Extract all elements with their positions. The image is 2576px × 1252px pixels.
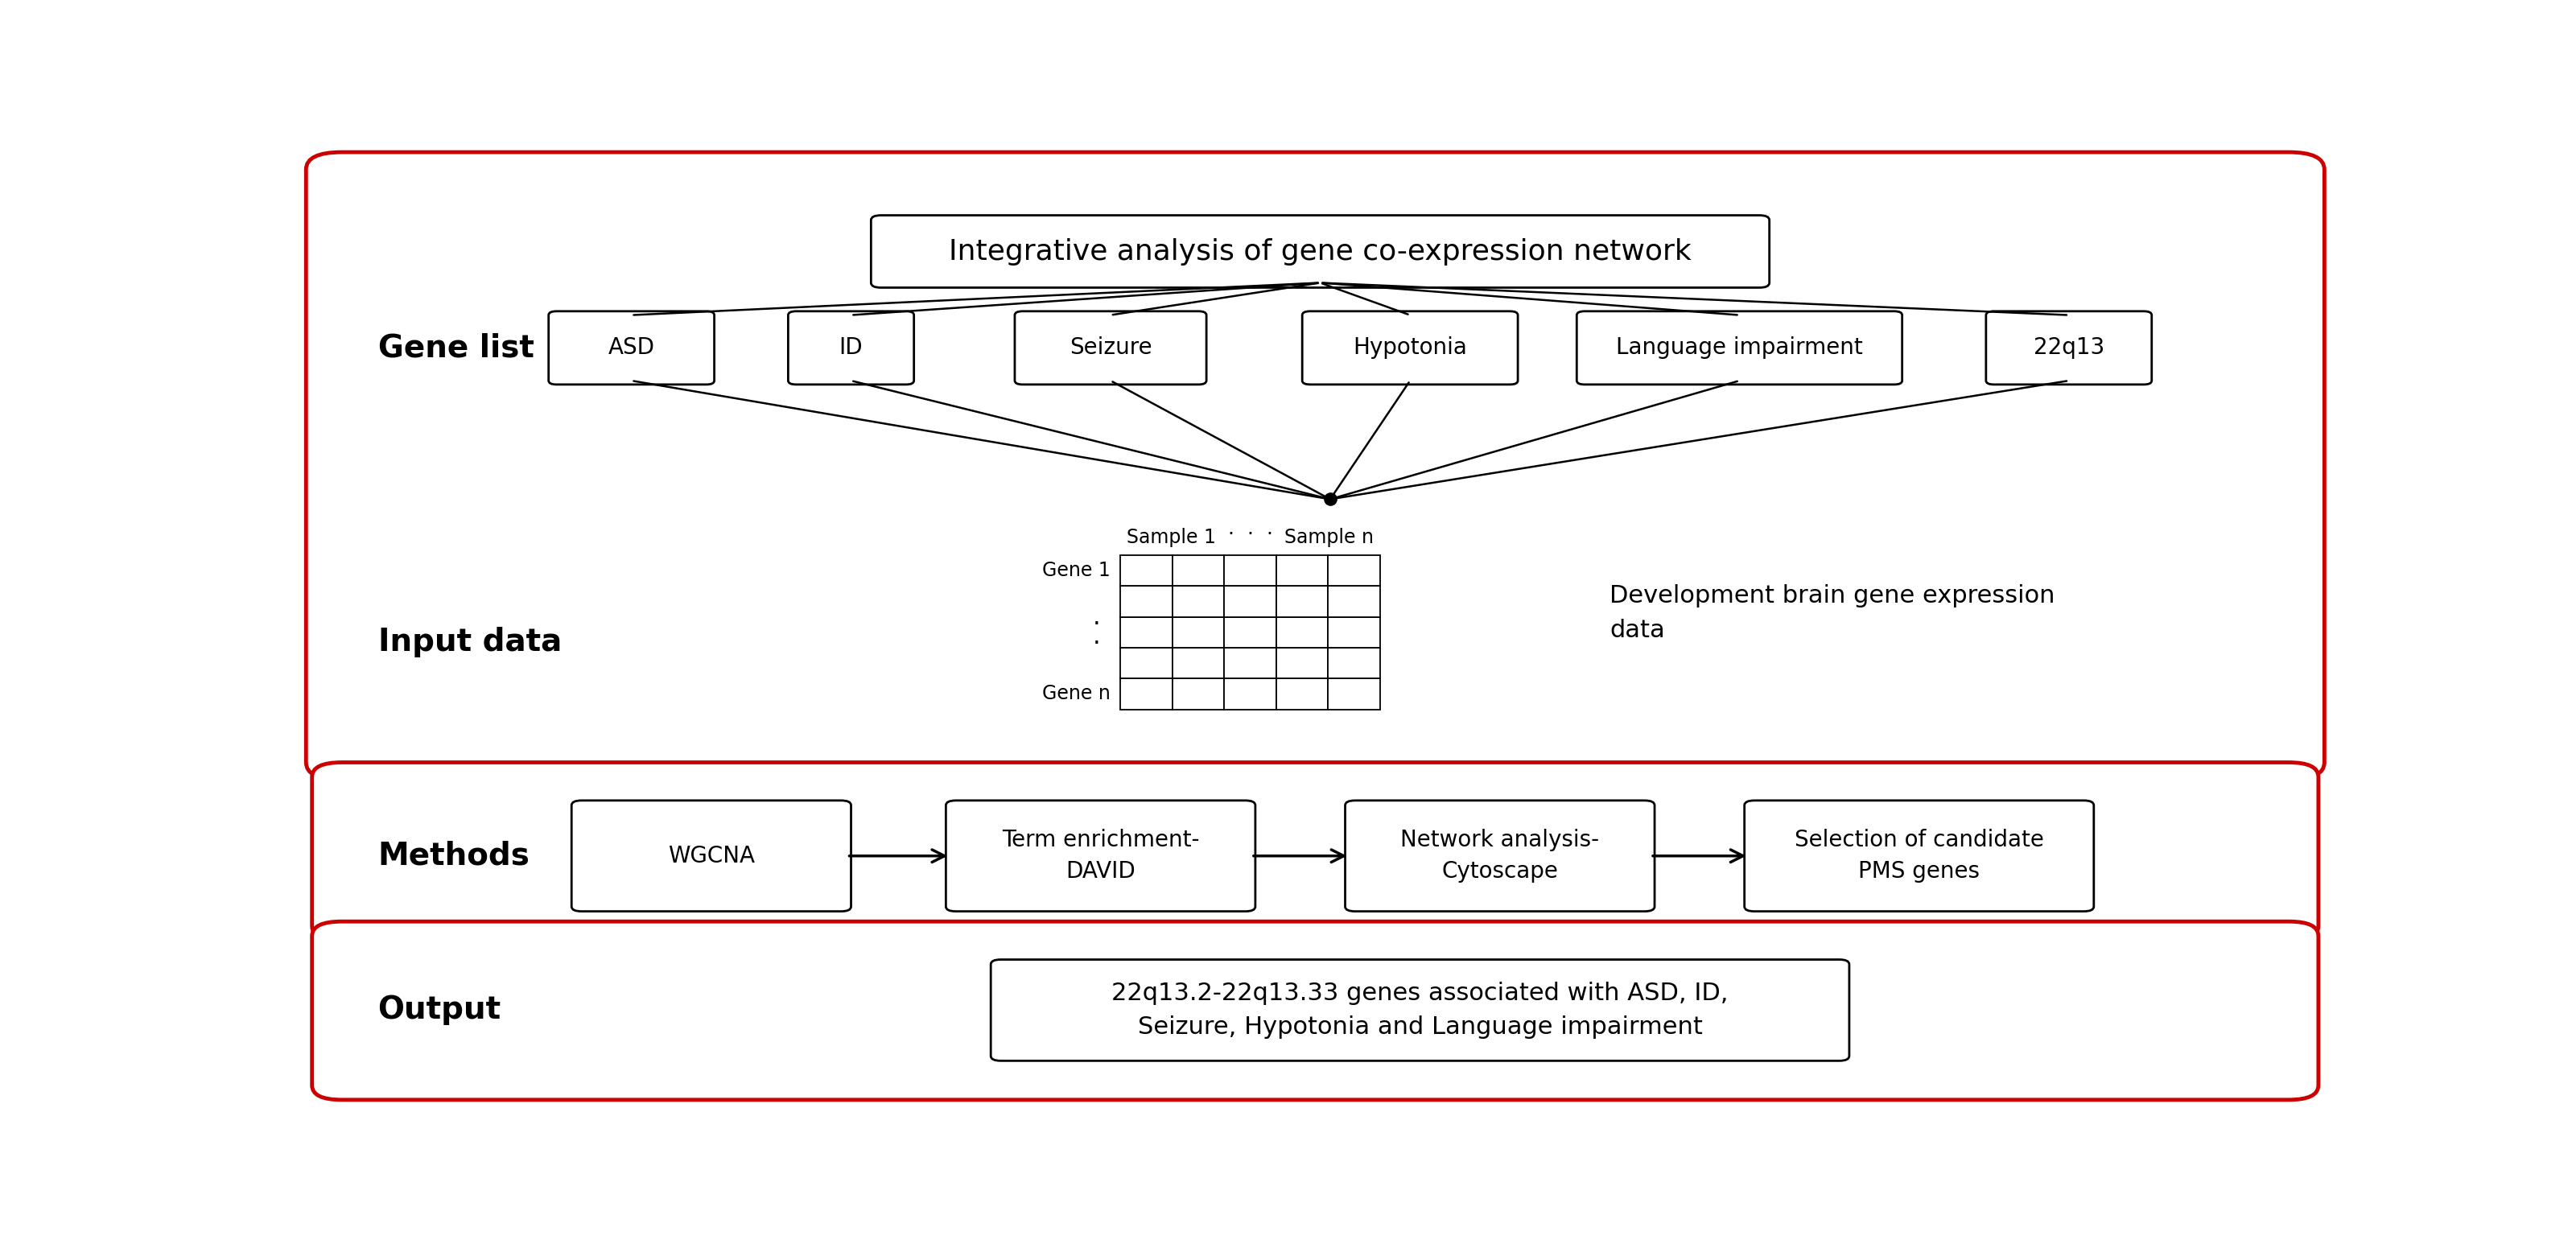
Bar: [1172, 555, 1224, 586]
Bar: [1329, 586, 1381, 617]
Text: Development brain gene expression
data: Development brain gene expression data: [1610, 585, 2056, 642]
FancyBboxPatch shape: [871, 215, 1770, 288]
FancyBboxPatch shape: [549, 312, 714, 384]
Text: Selection of candidate
PMS genes: Selection of candidate PMS genes: [1795, 829, 2043, 883]
Bar: [1121, 586, 1172, 617]
FancyBboxPatch shape: [312, 762, 2318, 940]
Bar: [1224, 647, 1275, 679]
Text: Gene n: Gene n: [1043, 685, 1110, 704]
FancyBboxPatch shape: [1015, 312, 1206, 384]
Bar: [1224, 586, 1275, 617]
Bar: [1224, 617, 1275, 647]
Text: Methods: Methods: [379, 840, 531, 871]
Text: .: .: [1092, 626, 1100, 649]
Bar: [1121, 679, 1172, 710]
Text: Sample 1: Sample 1: [1126, 528, 1216, 547]
Bar: [1275, 617, 1329, 647]
FancyBboxPatch shape: [1577, 312, 1901, 384]
Text: Seizure: Seizure: [1069, 337, 1151, 359]
Bar: [1172, 586, 1224, 617]
FancyBboxPatch shape: [572, 800, 850, 911]
FancyBboxPatch shape: [788, 312, 914, 384]
FancyBboxPatch shape: [1303, 312, 1517, 384]
Text: WGCNA: WGCNA: [667, 845, 755, 868]
Text: .: .: [1092, 606, 1100, 630]
Text: Output: Output: [379, 995, 502, 1025]
FancyBboxPatch shape: [312, 921, 2318, 1099]
Bar: [1275, 555, 1329, 586]
Text: Gene list: Gene list: [379, 333, 533, 363]
FancyBboxPatch shape: [992, 959, 1850, 1060]
Bar: [1275, 647, 1329, 679]
Bar: [1224, 555, 1275, 586]
Bar: [1172, 679, 1224, 710]
Bar: [1329, 647, 1381, 679]
Bar: [1121, 647, 1172, 679]
Text: 22q13: 22q13: [2032, 337, 2105, 359]
FancyBboxPatch shape: [1345, 800, 1654, 911]
Bar: [1224, 679, 1275, 710]
FancyBboxPatch shape: [945, 800, 1255, 911]
Bar: [1121, 555, 1172, 586]
Text: Hypotonia: Hypotonia: [1352, 337, 1468, 359]
Text: 22q13.2-22q13.33 genes associated with ASD, ID,
Seizure, Hypotonia and Language : 22q13.2-22q13.33 genes associated with A…: [1113, 982, 1728, 1039]
Text: Input data: Input data: [379, 626, 562, 657]
Bar: [1329, 617, 1381, 647]
Text: ASD: ASD: [608, 337, 654, 359]
Bar: [1121, 617, 1172, 647]
Text: ·  ·  ·: · · ·: [1229, 525, 1273, 543]
Text: Term enrichment-
DAVID: Term enrichment- DAVID: [1002, 829, 1200, 883]
Bar: [1172, 647, 1224, 679]
Text: Gene 1: Gene 1: [1043, 561, 1110, 580]
Bar: [1329, 679, 1381, 710]
FancyBboxPatch shape: [1986, 312, 2151, 384]
Text: Network analysis-
Cytoscape: Network analysis- Cytoscape: [1401, 829, 1600, 883]
Bar: [1172, 617, 1224, 647]
Text: ID: ID: [840, 337, 863, 359]
Text: Integrative analysis of gene co-expression network: Integrative analysis of gene co-expressi…: [948, 238, 1692, 265]
Bar: [1329, 555, 1381, 586]
FancyBboxPatch shape: [1744, 800, 2094, 911]
FancyBboxPatch shape: [307, 153, 2324, 780]
Text: Language impairment: Language impairment: [1615, 337, 1862, 359]
Bar: [1275, 679, 1329, 710]
Text: Sample n: Sample n: [1285, 528, 1373, 547]
Bar: [1275, 586, 1329, 617]
